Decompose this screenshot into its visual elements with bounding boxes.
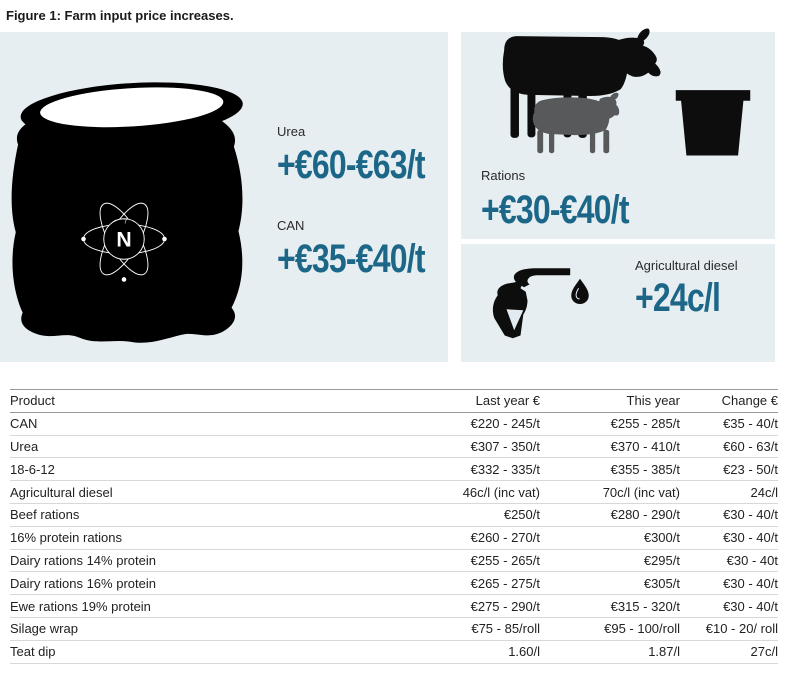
svg-text:N: N bbox=[116, 228, 131, 251]
